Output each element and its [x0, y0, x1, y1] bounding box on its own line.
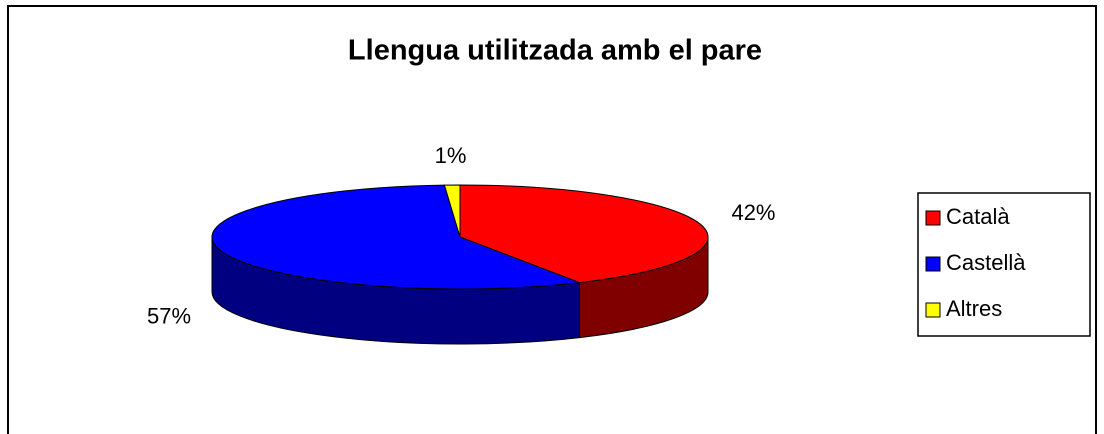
pie-slice — [211, 184, 580, 290]
pie-slice — [459, 184, 709, 284]
legend-swatch — [925, 302, 941, 318]
data-label: 42% — [731, 200, 775, 225]
data-label: 1% — [435, 143, 467, 168]
legend-label: Català — [946, 204, 1010, 229]
legend-label: Altres — [946, 296, 1002, 321]
legend-label: Castellà — [946, 250, 1026, 275]
legend-swatch — [925, 256, 941, 272]
legend-swatch — [925, 210, 941, 226]
chart-title: Llengua utilitzada amb el pare — [348, 35, 762, 67]
legend — [917, 192, 1091, 337]
data-label: 57% — [147, 303, 191, 328]
pie-slice — [443, 184, 461, 238]
chart-frame — [7, 5, 1097, 434]
